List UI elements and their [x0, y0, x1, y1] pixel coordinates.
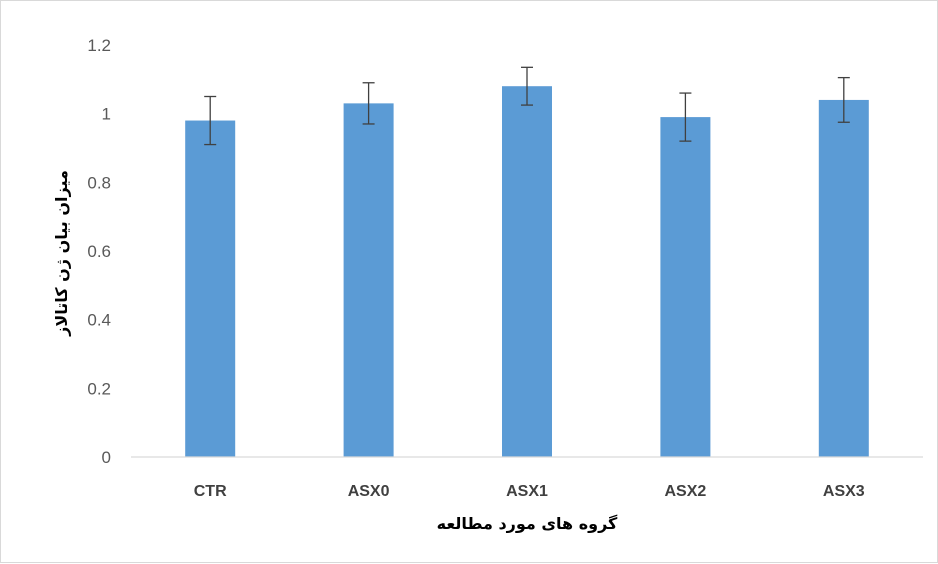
error-bar — [521, 66, 533, 106]
y-tick-label: 0.8 — [87, 173, 111, 192]
y-tick-label: 0.4 — [87, 311, 111, 330]
y-tick-label: 1 — [102, 105, 111, 124]
y-axis-ticks: 0 0.2 0.4 0.6 0.8 1 1.2 — [87, 36, 111, 467]
x-tick-label: ASX0 — [348, 483, 390, 500]
error-bar — [362, 82, 375, 125]
x-tick-label: ASX1 — [506, 483, 548, 500]
x-tick-label: ASX2 — [665, 483, 707, 500]
error-bar — [204, 95, 217, 146]
y-axis-title: میزان بیان ژن کاتالاز — [52, 170, 71, 337]
error-bars — [204, 66, 850, 146]
x-tick-label: ASX3 — [823, 483, 865, 500]
bar-asx0 — [343, 103, 394, 457]
y-tick-label: 0 — [102, 448, 111, 467]
x-tick-label: CTR — [194, 483, 227, 500]
x-axis-title: گروه های مورد مطالعه — [437, 514, 618, 533]
bar-asx2 — [660, 117, 711, 457]
bar-asx3 — [818, 99, 869, 457]
y-tick-label: 0.6 — [87, 242, 111, 261]
error-bar — [837, 76, 850, 123]
bar-asx1 — [502, 86, 552, 457]
error-bar — [679, 92, 692, 142]
bars — [185, 86, 869, 458]
y-tick-label: 1.2 — [87, 36, 111, 55]
y-tick-label: 0.2 — [87, 379, 111, 398]
bar-ctr — [185, 120, 236, 458]
x-axis-categories: CTR ASX0 ASX1 ASX2 ASX3 — [194, 483, 865, 500]
